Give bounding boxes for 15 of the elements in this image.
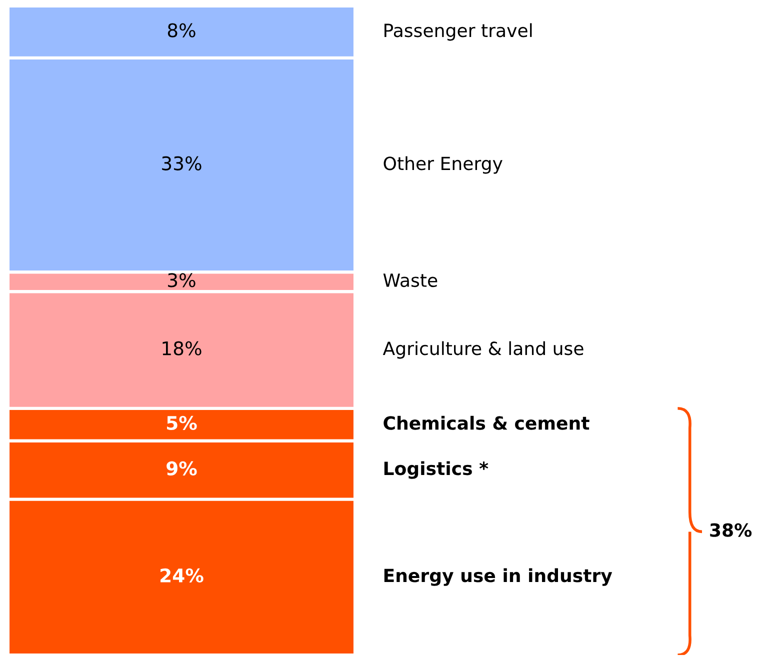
data-label: 9%: [166, 461, 197, 476]
data-label: 5%: [167, 416, 197, 430]
data-label: 3%: [168, 273, 196, 288]
series-label: Energy use in industry: [384, 568, 612, 586]
data-label: 8%: [168, 23, 196, 38]
series-label: Agriculture & land use: [382, 341, 584, 359]
series-label: Passenger travel: [384, 23, 532, 41]
data-label: 18%: [162, 341, 202, 356]
series-label: Logistics *: [384, 461, 488, 479]
data-label: 24%: [160, 568, 204, 583]
text: 38%: [710, 523, 752, 537]
series-label: Chemicals & cement: [384, 416, 590, 430]
data-label: 33%: [162, 156, 202, 170]
series-label: Waste: [383, 274, 438, 288]
series-label: Other Energy: [384, 156, 502, 174]
